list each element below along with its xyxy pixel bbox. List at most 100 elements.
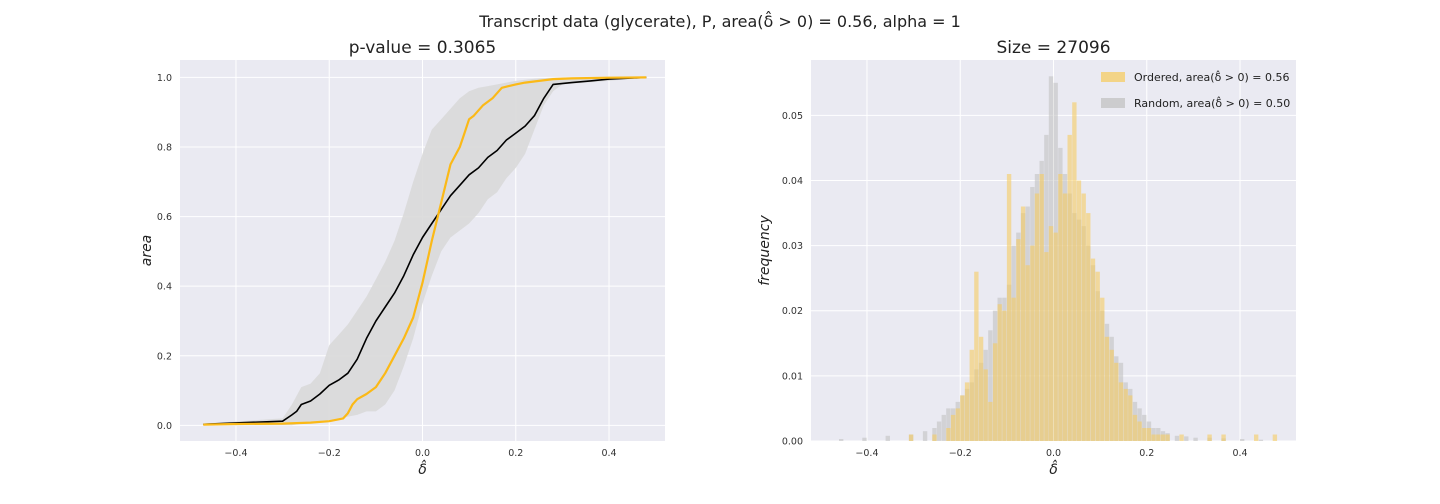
random-histogram-bar (936, 421, 942, 441)
ordered-histogram-bar (964, 382, 970, 441)
x-tick-label: 0.4 (601, 448, 616, 459)
ordered-histogram-bar (1254, 434, 1259, 441)
random-histogram-bar (1258, 439, 1264, 441)
ordered-histogram-bar (1086, 213, 1091, 441)
ordered-histogram-bar (960, 395, 965, 441)
ordered-histogram-bar (1011, 297, 1016, 441)
ordered-histogram-bar (1081, 193, 1086, 441)
x-tick-label: −0.2 (949, 448, 972, 459)
y-tick-label: 0.4 (157, 282, 172, 293)
random-histogram-bar (1240, 439, 1245, 441)
ordered-histogram-bar (1151, 434, 1156, 441)
random-cdf-line (203, 76, 647, 426)
y-tick-label: 0.03 (782, 241, 803, 252)
ordered-histogram-bar (1090, 258, 1096, 441)
ordered-histogram-bar (1272, 434, 1278, 441)
ordered-histogram-bar (1062, 193, 1068, 441)
left-cdf-chart: −0.4 −0.2 0.0 0.2 0.4 0.0 0.2 0.4 0.6 0.8 1.0 p-val… (139, 38, 665, 478)
legend-label-random: Random, area(δ̂ > 0) = 0.50 (1134, 96, 1290, 110)
ordered-histogram-bar (1025, 265, 1030, 441)
random-histogram-bar (1184, 436, 1189, 441)
ordered-histogram-bar (1048, 226, 1054, 441)
ordered-histogram-bar (955, 408, 960, 441)
y-tick-label: 1.0 (157, 73, 172, 84)
ordered-histogram-bar (1128, 395, 1133, 441)
y-tick-label: 0.00 (782, 437, 803, 448)
ordered-histogram-bar (997, 304, 1002, 441)
ordered-histogram-bar (1114, 362, 1119, 441)
ordered-histogram-bar (908, 434, 914, 441)
x-tick-label: 0.2 (1139, 448, 1154, 459)
ordered-histogram-bar (1132, 414, 1138, 441)
ordered-histogram-bar (1095, 271, 1100, 441)
ordered-histogram-bar (1039, 174, 1044, 441)
y-tick-label: 0.01 (782, 371, 803, 382)
ordered-histogram-bar (1109, 349, 1114, 441)
y-tick-label: 0.8 (157, 142, 172, 153)
ordered-histogram-bar (932, 434, 937, 441)
legend-swatch-ordered (1101, 72, 1125, 82)
random-confidence-band (203, 77, 647, 426)
right-histogram-chart: −0.4 −0.2 0.0 0.2 0.4 0.00 0.01 0.02 0.03 0.04 0.0… (757, 38, 1296, 478)
ordered-histogram-bar (1067, 134, 1072, 441)
x-axis-label: δ̂ (1049, 459, 1058, 478)
y-tick-label: 0.6 (157, 212, 172, 223)
ordered-histogram-bar (1016, 239, 1021, 441)
ordered-histogram-bar (978, 336, 984, 441)
legend-label-ordered: Ordered, area(δ̂ > 0) = 0.56 (1134, 70, 1290, 84)
y-tick-label: 0.2 (157, 351, 172, 362)
random-histogram-bar (839, 439, 844, 441)
ordered-histogram-bar (1053, 232, 1058, 441)
ordered-histogram-bar (1044, 252, 1049, 441)
histogram-legend: Ordered, area(δ̂ > 0) = 0.56 Random, area… (1101, 70, 1290, 110)
ordered-histogram-bar (1058, 174, 1063, 441)
random-histogram-bar (1174, 435, 1180, 441)
x-axis-label: δ̂ (418, 459, 427, 478)
ordered-histogram-bar (1002, 310, 1007, 441)
ordered-histogram-bar (1020, 206, 1026, 441)
ordered-histogram-bar (1156, 434, 1161, 441)
ordered-histogram-bar (1137, 421, 1142, 441)
ordered-histogram-bar (974, 271, 979, 441)
ordered-histogram-bar (1076, 180, 1082, 441)
chart-title: Size = 27096 (996, 38, 1110, 58)
figure-suptitle: Transcript data (glycerate), P, area(δ̂ … (479, 12, 961, 31)
x-tick-label: −0.2 (318, 448, 341, 459)
ordered-histogram-bar (992, 343, 998, 441)
random-histogram-bar (922, 431, 928, 441)
ordered-histogram-bar (1104, 336, 1110, 441)
random-histogram-bar (988, 330, 993, 441)
random-histogram-bar (941, 414, 946, 441)
ordered-histogram-bar (1123, 388, 1128, 441)
random-histogram-bar (862, 437, 867, 441)
ordered-histogram-bar (950, 414, 956, 441)
ordered-histogram-bar (1072, 102, 1077, 442)
ordered-histogram-bar (1221, 434, 1226, 441)
y-tick-label: 0.02 (782, 306, 803, 317)
ordered-histogram-bar (1034, 193, 1040, 441)
random-histogram-bar (946, 408, 951, 441)
y-tick-label: 0.04 (782, 176, 803, 187)
x-tick-label: 0.2 (508, 448, 523, 459)
legend-swatch-random (1101, 98, 1125, 108)
ordered-histogram-bar (1146, 428, 1152, 441)
ordered-histogram-bar (946, 428, 951, 441)
y-axis-label: area (139, 235, 155, 267)
ordered-histogram-bar (988, 401, 993, 441)
ordered-histogram-bar (983, 369, 988, 441)
x-tick-label: 0.0 (415, 448, 430, 459)
ordered-histogram-bar (1006, 174, 1012, 441)
chart-title: p-value = 0.3065 (349, 38, 496, 58)
y-tick-label: 0.0 (157, 421, 172, 432)
ordered-histogram-bar (1160, 434, 1166, 441)
x-tick-label: 0.4 (1232, 448, 1247, 459)
ordered-histogram-bar (1165, 434, 1170, 441)
x-tick-label: 0.0 (1046, 448, 1061, 459)
x-tick-label: −0.4 (224, 448, 247, 459)
ordered-histogram-bar (1030, 245, 1035, 441)
random-histogram-bar (885, 435, 890, 441)
ordered-histogram-bar (1118, 382, 1124, 441)
random-histogram-bar (1142, 414, 1147, 441)
ordered-cdf-line (203, 76, 647, 426)
